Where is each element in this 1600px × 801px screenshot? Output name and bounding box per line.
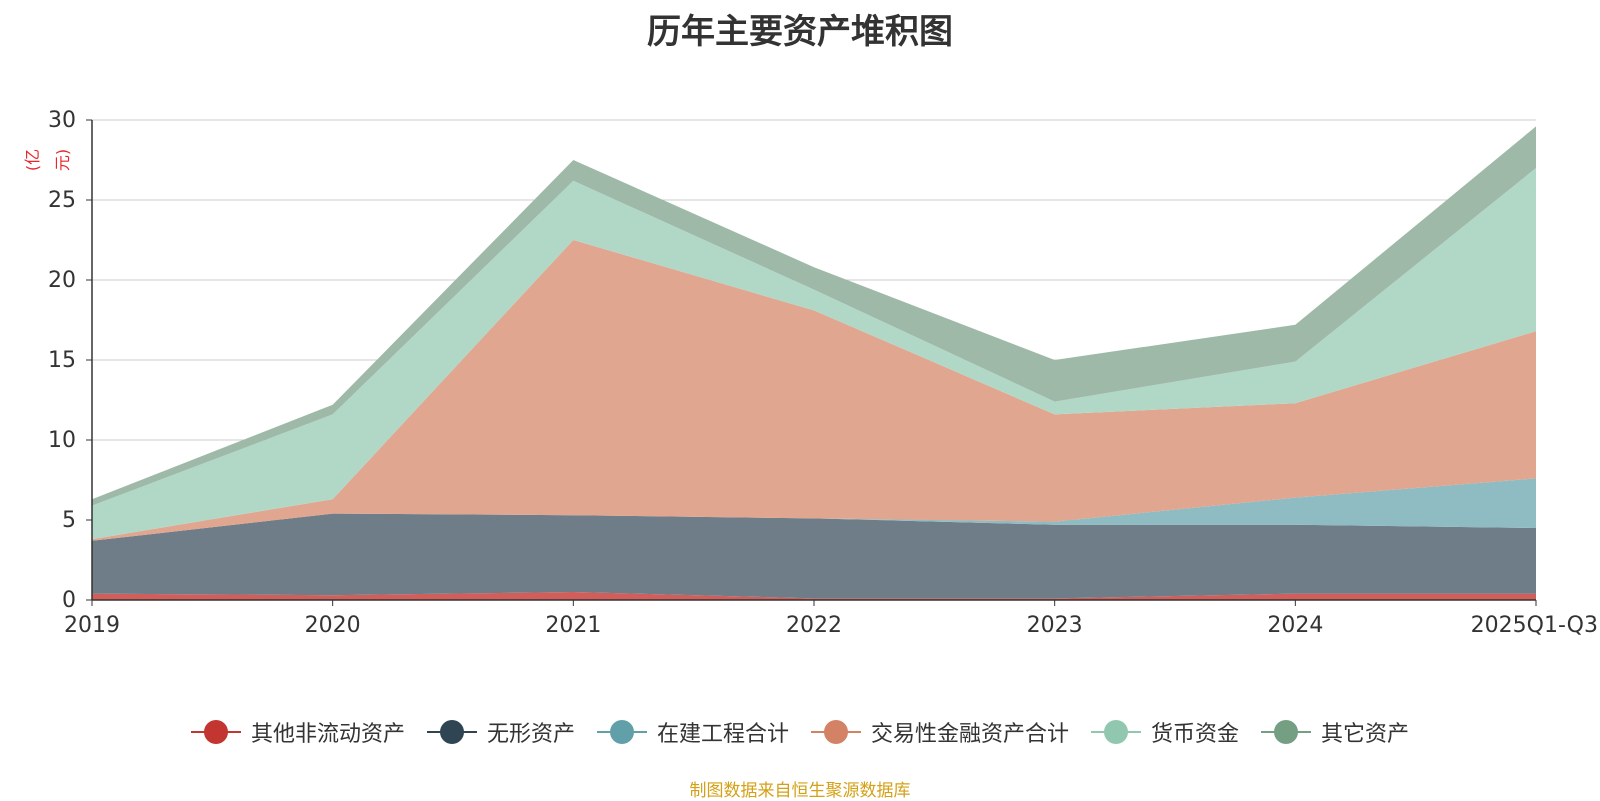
y-tick-label: 10: [48, 428, 76, 453]
legend-marker-icon: [190, 720, 241, 744]
legend-label: 无形资产: [486, 722, 575, 747]
x-tick-label: 2020: [305, 613, 361, 638]
area-series-2: [92, 478, 1536, 541]
legend-label: 交易性金融资产合计: [871, 722, 1070, 747]
area-series-3: [92, 240, 1536, 541]
legend-item-2[interactable]: 在建工程合计: [596, 716, 789, 748]
series-areas: [92, 126, 1536, 600]
legend-item-5[interactable]: 其它资产: [1261, 716, 1409, 748]
axes: 0 5 10 15 20 25 30 2019 2020 2021 2022 2023 2024 2025…: [48, 108, 1598, 638]
legend-label: 其它资产: [1321, 722, 1410, 747]
legend-label: 其他非流动资产: [250, 722, 405, 747]
y-tick-label: 25: [48, 188, 76, 213]
legend-label: 在建工程合计: [656, 722, 789, 747]
y-tick-label: 20: [48, 268, 76, 293]
legend-marker-icon: [1261, 720, 1312, 744]
chart-title: 历年主要资产堆积图: [647, 12, 953, 52]
x-tick-label: 2022: [786, 613, 842, 638]
chart-plot: 0 5 10 15 20 25 30 2019 2020 2021 2022 2023 2024 2025…: [48, 108, 1598, 638]
x-tick-label: 2023: [1027, 613, 1083, 638]
legend-marker-icon: [1091, 720, 1142, 744]
y-tick-label: 15: [48, 348, 76, 373]
area-series-0: [92, 592, 1536, 600]
legend-marker-icon: [596, 720, 647, 744]
area-series-1: [92, 513, 1536, 599]
area-series-4: [92, 168, 1536, 540]
x-tick-label: 2019: [64, 613, 120, 638]
legend-item-4[interactable]: 货币资金: [1091, 716, 1239, 748]
y-tick-label: 5: [62, 508, 76, 533]
legend-item-0[interactable]: 其他非流动资产: [190, 716, 405, 748]
y-tick-label: 0: [62, 588, 76, 613]
x-tick-label: 2024: [1267, 613, 1323, 638]
legend: 其他非流动资产 无形资产 在建工程合计 交易性金融资产合计 货币资金 其它资产: [0, 716, 1600, 748]
x-tick-label: 2025Q1-Q3: [1471, 613, 1598, 638]
legend-marker-icon: [811, 720, 861, 744]
legend-label: 货币资金: [1151, 722, 1240, 747]
y-tick-label: 30: [48, 108, 76, 133]
legend-item-3[interactable]: 交易性金融资产合计: [811, 716, 1069, 748]
x-tick-label: 2021: [545, 613, 601, 638]
source-note: 制图数据来自恒生聚源数据库: [689, 781, 911, 801]
legend-marker-icon: [426, 720, 477, 744]
legend-item-1[interactable]: 无形资产: [426, 716, 575, 748]
